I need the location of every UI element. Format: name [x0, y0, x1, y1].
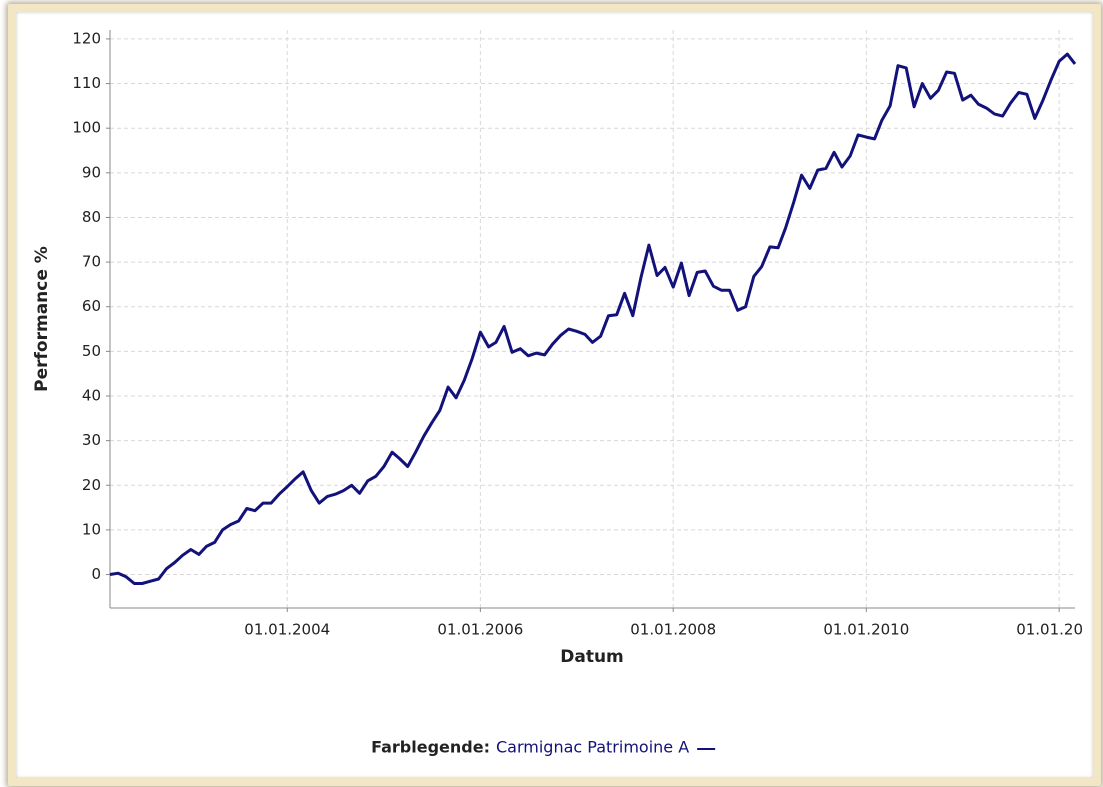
legend-label: Carmignac Patrimoine A: [496, 738, 689, 757]
y-tick-label: 40: [82, 386, 101, 404]
ticks: 0 10 20 30 40 50 60 70 80 90 100 110 120 01.01.2004 01…: [72, 29, 1102, 639]
y-tick-label: 90: [82, 163, 101, 181]
x-tick-label: 01.01.2010: [823, 621, 909, 639]
x-tick-label: 01.01.2006: [437, 621, 523, 639]
legend-title: Farblegende:: [371, 738, 490, 757]
x-axis-label: Datum: [560, 647, 624, 667]
y-axis-label: Performance %: [32, 246, 52, 392]
y-tick-label: 70: [82, 253, 101, 271]
x-tick-label: 01.01.2004: [244, 621, 330, 639]
y-tick-label: 50: [82, 342, 101, 360]
series-line: [109, 52, 1077, 585]
lines: [109, 52, 1077, 585]
y-tick-label: 20: [82, 476, 101, 494]
y-tick-label: 60: [82, 297, 101, 315]
chart-frame: [8, 4, 1101, 786]
y-tick-label: 80: [82, 208, 101, 226]
x-tick-label: 01.01.2008: [630, 621, 716, 639]
y-tick-label: 100: [72, 119, 101, 137]
y-tick-label: 110: [72, 74, 101, 92]
y-tick-label: 30: [82, 431, 101, 449]
y-tick-label: 10: [82, 520, 101, 538]
y-tick-label: 0: [91, 565, 101, 583]
y-tick-label: 120: [72, 29, 101, 47]
grid: [110, 30, 1075, 608]
x-tick-label: 01.01.2012: [1016, 621, 1102, 639]
